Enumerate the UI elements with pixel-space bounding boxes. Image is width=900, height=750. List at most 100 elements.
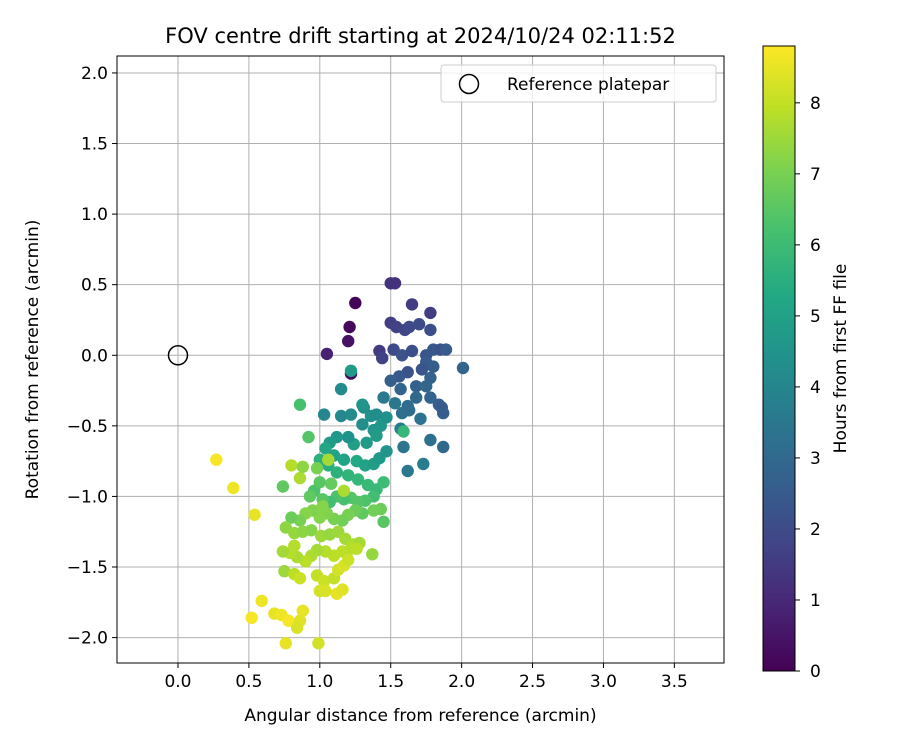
colorbar-label: Hours from first FF file [831,264,851,454]
data-point [285,459,298,472]
legend-box [440,64,717,103]
data-point [377,476,390,489]
data-point [356,418,369,431]
y-tick-label: 1.5 [81,135,108,155]
x-tick-label: 2.5 [519,672,546,692]
data-point [414,412,427,425]
data-point [437,406,450,420]
data-point [388,397,402,410]
colorbar-tick-label: 3 [810,449,821,469]
data-point [296,604,309,617]
data-point [343,320,356,334]
data-point [319,442,332,455]
chart-title: FOV centre drift starting at 2024/10/24 … [165,24,676,48]
data-point [384,374,397,387]
x-tick-label: 1.5 [377,672,404,692]
data-point [370,429,383,442]
data-point [293,398,307,411]
data-point [313,476,326,489]
data-point [245,611,258,624]
data-point [350,542,363,555]
data-point [296,460,309,473]
data-point [290,621,304,634]
data-point [437,440,450,454]
data-point [405,298,419,311]
y-tick-label: −1.5 [67,558,108,578]
data-point [316,500,329,513]
data-point [310,462,324,475]
data-point [403,320,416,334]
data-point [302,430,315,444]
colorbar-tick-label: 5 [810,307,821,327]
legend-entry-reference: Reference platepar [507,75,669,95]
data-point [410,391,423,404]
y-axis-label: Rotation from reference (arcmin) [23,220,43,500]
data-point [319,584,332,598]
colorbar-tick-label: 6 [810,236,821,256]
data-point [424,433,437,447]
colorbar-ticks: 0 1 2 3 4 5 6 7 8 [795,94,821,682]
colorbar-tick-label: 1 [810,591,821,611]
data-point [397,425,410,438]
x-tick-label: 0.5 [235,672,262,692]
x-tick-label: 3.0 [590,672,617,692]
reference-circle [167,345,189,366]
data-point [278,565,291,578]
data-point [285,511,298,524]
data-point [420,380,433,393]
data-point [330,466,343,479]
data-point [395,349,409,362]
x-axis-ticks: 0.0 0.5 1.0 1.5 2.0 2.5 3.0 3.5 [164,663,688,692]
grid-lines [117,56,724,663]
x-tick-label: 0.0 [164,672,191,692]
data-point [312,637,325,650]
data-point [322,453,335,466]
reference-marker [167,345,189,366]
data-point [412,318,426,331]
y-tick-label: −0.5 [67,417,108,437]
data-point [377,515,390,528]
data-point [424,323,437,337]
data-point [337,484,351,497]
data-point [282,614,295,627]
y-tick-label: 1.0 [81,205,108,225]
data-point [344,364,358,377]
data-point [417,457,430,471]
y-axis-ticks: −2.0 −1.5 −1.0 −0.5 0.0 0.5 1.0 1.5 2.0 [67,64,117,649]
data-point [401,464,414,478]
data-point [320,347,334,361]
data-point [342,430,355,444]
data-point [293,572,307,585]
data-point [317,408,331,421]
data-point [337,453,351,466]
data-point [288,539,301,552]
data-point [377,391,390,404]
data-point [397,440,410,454]
data-point [394,382,407,396]
legend: Reference platepar [440,64,717,103]
y-tick-label: −2.0 [67,629,108,649]
data-point [351,473,365,486]
data-point [248,508,261,521]
data-point [276,545,290,558]
data-point [342,469,355,482]
data-point [405,344,419,358]
x-axis-label: Angular distance from reference (arcmin) [244,706,596,726]
data-point [303,490,317,503]
data-point [210,453,223,466]
y-tick-label: 0.5 [81,276,108,296]
data-point [380,411,393,424]
data-point [410,380,423,393]
data-point [334,382,348,396]
data-point [255,594,268,608]
data-point [424,391,437,404]
data-point [349,296,362,310]
data-point [227,481,240,495]
colorbar-gradient [762,45,796,672]
plot-frame [116,55,725,664]
data-point [293,471,307,485]
data-point [336,583,349,596]
colorbar-tick-label: 0 [810,662,821,682]
data-point [356,398,369,411]
